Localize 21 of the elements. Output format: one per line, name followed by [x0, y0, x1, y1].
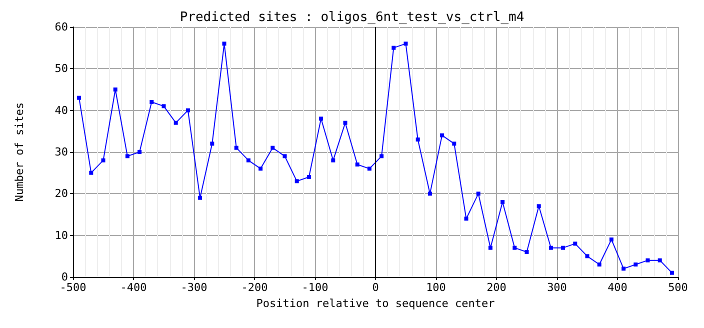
- x-tick-label: -400: [120, 281, 147, 294]
- y-tick-label: 50: [54, 62, 68, 76]
- chart-title: Predicted sites : oligos_6nt_test_vs_ctrl_m4: [180, 10, 524, 25]
- x-tick-label: -300: [180, 281, 208, 294]
- x-tick-label: -500: [60, 281, 86, 294]
- x-tick-label: 400: [608, 281, 628, 294]
- y-tick-label: 20: [54, 187, 68, 200]
- x-tick-label: 300: [547, 281, 567, 294]
- y-tick-label: 10: [54, 228, 68, 242]
- x-tick-label: 200: [486, 281, 506, 294]
- x-tick-label: 100: [426, 281, 446, 294]
- x-axis-title: Position relative to sequence center: [256, 296, 496, 310]
- y-axis-title: Number of sites: [13, 102, 26, 202]
- y-tick-label: 0: [61, 270, 68, 284]
- x-tick-label: 500: [668, 281, 688, 294]
- x-tick-label: 0: [372, 281, 379, 294]
- x-tick-label: -200: [241, 281, 268, 294]
- x-tick-label: -100: [302, 281, 328, 294]
- y-tick-label: 30: [54, 146, 68, 158]
- y-tick-label: 40: [54, 104, 68, 117]
- y-tick-label: 60: [54, 20, 68, 34]
